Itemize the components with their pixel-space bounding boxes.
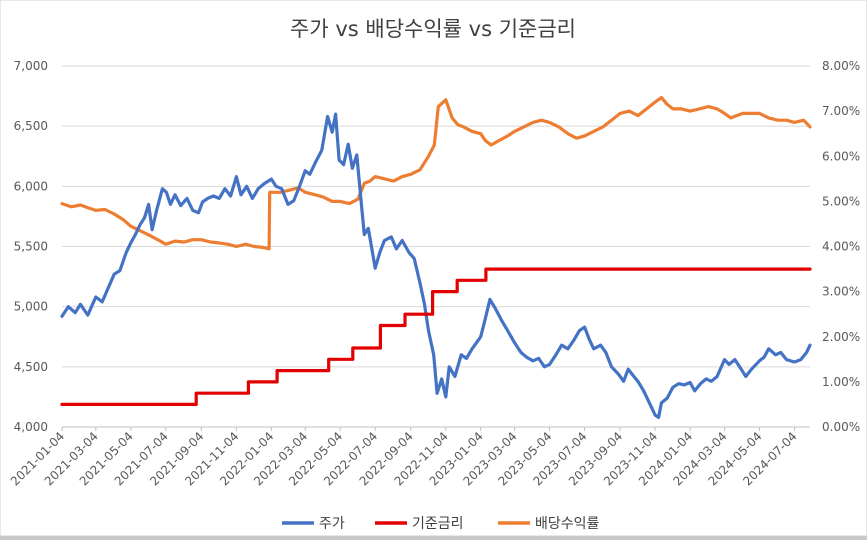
y-left-tick-label: 5,500 bbox=[14, 240, 48, 254]
chart-title: 주가 vs 배당수익률 vs 기준금리 bbox=[290, 17, 576, 41]
legend-label: 주가 bbox=[319, 516, 345, 532]
y-left-tick-label: 6,000 bbox=[14, 179, 48, 193]
legend-label: 기준금리 bbox=[412, 516, 464, 532]
legend: 주가 기준금리 배당수익률 bbox=[282, 516, 600, 532]
y-right-axis: 0.00% 1.00% 2.00% 3.00% 4.00% 5.00% 6.00% 7.00%… bbox=[822, 59, 860, 434]
y-right-tick-label: 5.00% bbox=[822, 194, 860, 208]
y-left-tick-label: 6,500 bbox=[14, 119, 48, 133]
y-right-tick-label: 6.00% bbox=[822, 149, 860, 163]
y-right-tick-label: 0.00% bbox=[822, 420, 860, 434]
y-right-tick-label: 1.00% bbox=[822, 375, 860, 389]
y-left-axis: 4,000 4,500 5,000 5,500 6,000 6,500 7,000 bbox=[14, 59, 48, 434]
series-line-price bbox=[60, 112, 812, 419]
series-lines bbox=[60, 96, 812, 419]
legend-label: 배당수익률 bbox=[535, 516, 600, 532]
y-right-tick-label: 8.00% bbox=[822, 59, 860, 73]
y-left-tick-label: 4,500 bbox=[14, 360, 48, 374]
y-right-tick-label: 2.00% bbox=[822, 330, 860, 344]
y-left-tick-label: 7,000 bbox=[14, 59, 48, 73]
y-right-tick-label: 7.00% bbox=[822, 104, 860, 118]
y-left-tick-label: 4,000 bbox=[14, 420, 48, 434]
y-right-tick-label: 3.00% bbox=[822, 285, 860, 299]
y-left-tick-label: 5,000 bbox=[14, 300, 48, 314]
series-line-dividend-yield bbox=[60, 96, 812, 251]
series-line-base-rate bbox=[60, 267, 812, 406]
y-right-tick-label: 4.00% bbox=[822, 240, 860, 254]
